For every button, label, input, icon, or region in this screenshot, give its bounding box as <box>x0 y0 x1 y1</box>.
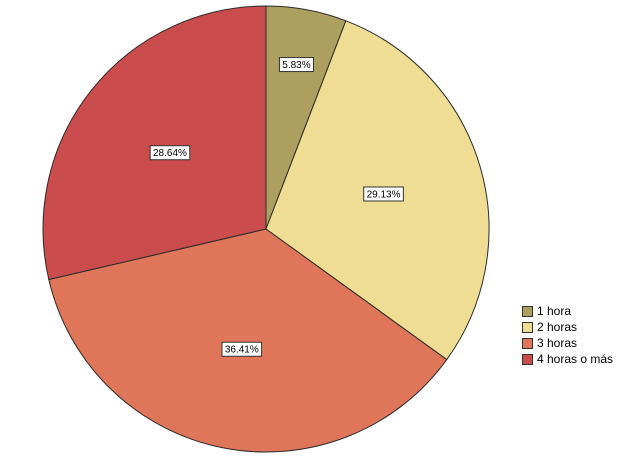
pie-data-label: 28.64% <box>149 145 191 161</box>
legend-label: 2 horas <box>537 320 578 334</box>
pie-slice <box>42 5 267 281</box>
legend-label: 1 hora <box>537 304 572 318</box>
pie-data-label: 5.83% <box>278 57 314 73</box>
legend-swatch <box>522 353 533 365</box>
legend-item: 2 horas <box>522 319 613 335</box>
pie-data-label-box <box>363 186 404 202</box>
pie-data-labels: 5.83% 29.13% 36.41% 28.64% <box>149 57 404 357</box>
pie-data-label-text: 36.41% <box>225 345 259 356</box>
pie-slice <box>48 228 448 453</box>
legend-swatch <box>522 337 533 349</box>
legend-item: 1 hora <box>522 303 613 319</box>
pie-data-label: 29.13% <box>363 186 404 202</box>
legend-item: 3 horas <box>522 335 613 351</box>
pie-data-label-box <box>149 145 191 161</box>
pie-data-label-text: 29.13% <box>367 189 401 200</box>
pie-slices <box>42 5 490 453</box>
legend-label: 4 horas o más <box>537 352 614 366</box>
legend: 1 hora 2 horas 3 horas 4 horas o más <box>522 303 613 367</box>
legend-label: 3 horas <box>537 336 578 350</box>
legend-swatch <box>522 321 533 333</box>
pie-data-label-box <box>278 57 314 73</box>
pie-data-label-text: 5.83% <box>282 60 310 71</box>
legend-swatch <box>522 305 533 317</box>
pie-data-label-text: 28.64% <box>153 148 187 159</box>
legend-item: 4 horas o más <box>522 351 613 367</box>
pie-data-label-box <box>221 341 263 357</box>
pie-data-label: 36.41% <box>221 341 263 357</box>
